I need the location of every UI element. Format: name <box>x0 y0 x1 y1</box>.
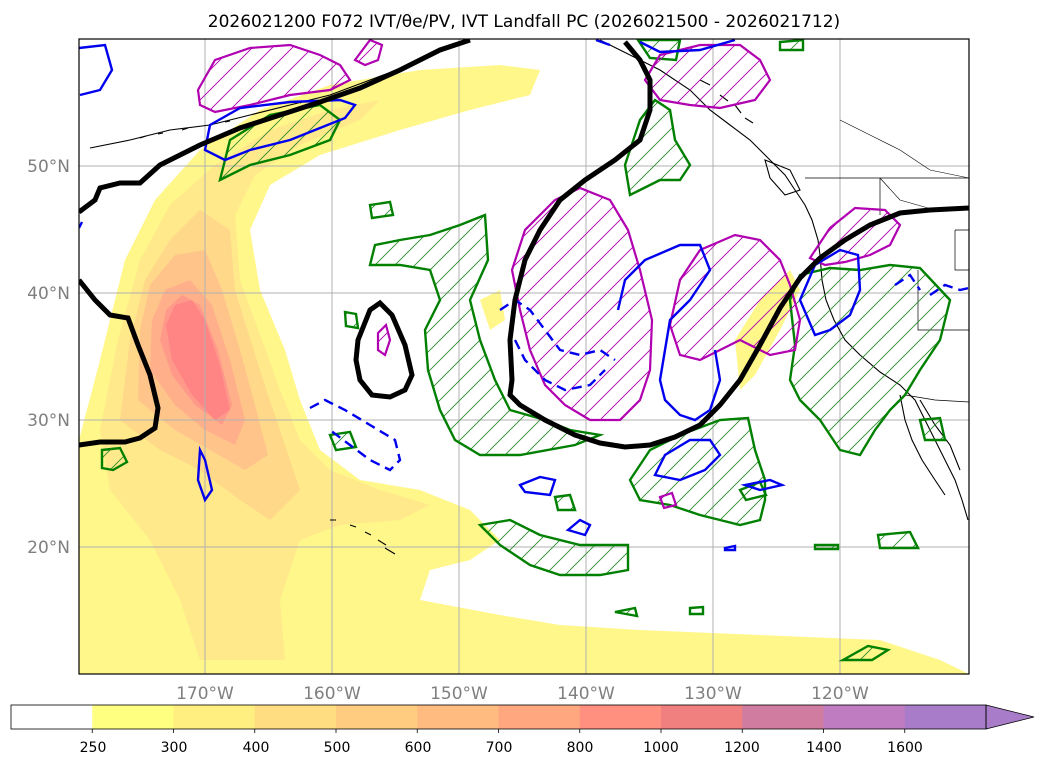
lat-tick-label: 30°N <box>27 411 70 431</box>
blue-contour-dashed-2 <box>309 398 402 472</box>
green-region-south <box>477 518 630 577</box>
green-region-small-1 <box>368 200 395 220</box>
lon-tick-label: 160°W <box>303 684 361 704</box>
blue-contour-small-5 <box>723 544 737 552</box>
state-border-1 <box>879 178 969 331</box>
vancouver-island <box>764 159 801 196</box>
lat-tick-label: 50°N <box>27 157 70 177</box>
colorbar-segment <box>11 705 93 729</box>
colorbar-labels: 250 300 400 500 600 700 800 1000 1200 14… <box>80 740 923 756</box>
green-region-small-9 <box>343 310 360 330</box>
blue-contour-dashed-3 <box>894 273 969 296</box>
blue-contour-south <box>653 438 722 482</box>
blue-contour-small-4 <box>740 478 786 492</box>
magenta-region-north <box>353 39 384 67</box>
black-contour-north <box>79 39 471 214</box>
lon-tick-label: 140°W <box>557 684 615 704</box>
lon-tick-label: 130°W <box>684 684 742 704</box>
colorbar-label: 1600 <box>887 740 923 756</box>
colorbar-ticks <box>91 729 906 733</box>
latitude-tick-labels: 20°N 30°N 40°N 50°N <box>27 157 70 558</box>
green-region-small-10 <box>778 39 805 52</box>
blue-contour-central <box>616 243 722 422</box>
colorbar-segments <box>11 705 987 729</box>
magenta-region-alaska <box>196 43 352 114</box>
black-contour-closed-low <box>353 299 415 400</box>
green-region-small-2 <box>100 446 129 472</box>
colorbar-segment <box>336 705 418 729</box>
lon-tick-label: 150°W <box>430 684 488 704</box>
ivt-filled-contours <box>79 65 969 674</box>
green-region-small-5 <box>838 644 892 662</box>
colorbar-label: 800 <box>567 740 594 756</box>
figure-title: 2026021200 F072 IVT/θe/PV, IVT Landfall … <box>208 12 840 32</box>
colorbar-segment <box>661 705 743 729</box>
lat-tick-label: 20°N <box>27 538 70 558</box>
blue-contour-west <box>79 43 114 97</box>
green-region-small-13 <box>813 543 840 551</box>
colorbar-label: 1400 <box>806 740 842 756</box>
map-frame <box>78 38 970 675</box>
colorbar-segment <box>173 705 256 729</box>
colorbar-segment <box>823 705 906 729</box>
blue-contour-alaska <box>203 98 357 162</box>
colorbar-label: 1000 <box>643 740 679 756</box>
alaska-islands <box>139 100 306 139</box>
colorbar-label: 300 <box>161 740 188 756</box>
colorbar-segment <box>254 705 337 729</box>
colorbar-segment <box>742 705 824 729</box>
map-panel <box>78 38 970 675</box>
green-region-small-7 <box>738 480 768 502</box>
colorbar-segment <box>417 705 499 729</box>
lat-tick-label: 40°N <box>27 284 70 304</box>
magenta-region-northeast <box>643 43 772 110</box>
longitude-tick-labels: 170°W 160°W 150°W 140°W 130°W 120°W <box>176 684 869 704</box>
black-contour-west <box>79 278 161 448</box>
black-contour-trough <box>507 40 969 450</box>
ivt-level-250-mid <box>480 290 505 330</box>
colorbar-label: 250 <box>80 740 107 756</box>
blue-contour-coast <box>798 248 862 337</box>
green-region-small-8 <box>918 416 947 442</box>
blue-contours <box>79 39 969 552</box>
blue-contour-dashed-1 <box>499 298 616 392</box>
colorbar-label: 600 <box>405 740 432 756</box>
green-region-small-6 <box>614 606 639 618</box>
ivt-level-800 <box>166 300 230 420</box>
colorbar-label: 1200 <box>724 740 760 756</box>
blue-contour-north <box>595 39 736 54</box>
colorbar-segment <box>904 705 987 729</box>
green-region-small-11 <box>553 493 577 512</box>
green-region-small-12 <box>688 605 705 616</box>
colorbar-label: 400 <box>243 740 270 756</box>
colorbar-extend-arrow <box>985 704 1035 730</box>
lon-tick-label: 170°W <box>176 684 234 704</box>
colorbar-label: 500 <box>324 740 351 756</box>
blue-contour-small-1 <box>518 475 557 497</box>
blue-contour-small-3 <box>196 445 214 503</box>
colorbar: 250 300 400 500 600 700 800 1000 1200 14… <box>10 704 1035 756</box>
colorbar-segment <box>498 705 581 729</box>
lon-tick-label: 120°W <box>811 684 869 704</box>
us-mexico-border <box>904 394 969 403</box>
hawaii-islands <box>330 519 396 555</box>
magenta-region-small-2 <box>658 491 678 510</box>
colorbar-segment <box>92 705 174 729</box>
black-contours <box>79 39 969 450</box>
magenta-region-small-1 <box>376 322 392 357</box>
colorbar-segment <box>579 705 662 729</box>
green-region-small-4 <box>876 530 920 550</box>
blue-contour-small-2 <box>565 518 592 537</box>
colorbar-label: 700 <box>486 740 513 756</box>
